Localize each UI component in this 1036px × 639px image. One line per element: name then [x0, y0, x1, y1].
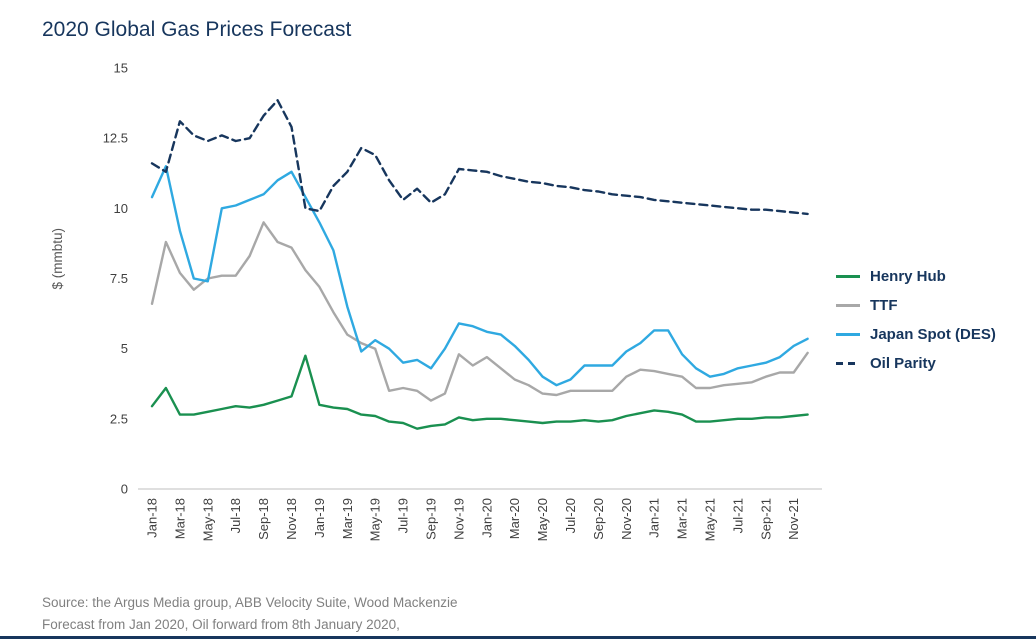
source-note: Source: the Argus Media group, ABB Veloc… — [42, 592, 457, 636]
x-tick-label: Sep-20 — [591, 498, 606, 540]
series-line-ttf — [150, 221, 809, 402]
x-tick-label: May-19 — [368, 498, 383, 541]
x-tick-label: Jan-20 — [479, 498, 494, 538]
y-tick-label: 15 — [114, 61, 128, 76]
y-tick-label: 2.5 — [110, 411, 128, 426]
x-tick-label: Nov-20 — [619, 498, 634, 540]
x-tick-label: Sep-21 — [758, 498, 773, 540]
series-line-japan-spot-des — [150, 164, 809, 387]
axis-layer: 0 2.5 5 7.5 10 12.5 15 Jan-18 Mar-18 May-18 Jul-18… — [103, 61, 822, 541]
x-tick-label: May-18 — [200, 498, 215, 541]
x-tick-label: Jul-18 — [228, 498, 243, 533]
legend-item-ttf: TTF — [836, 295, 1036, 315]
x-tick-label: Mar-19 — [340, 498, 355, 539]
x-tick-label: May-21 — [703, 498, 718, 541]
source-line-2: Forecast from Jan 2020, Oil forward from… — [42, 617, 400, 632]
x-tick-label: Jan-18 — [145, 498, 160, 538]
x-tick-label: Jan-19 — [312, 498, 327, 538]
legend-item-oil-parity: Oil Parity — [836, 353, 1036, 373]
legend-label-henry-hub: Henry Hub — [870, 267, 946, 285]
x-tick-label: Jul-20 — [563, 498, 578, 533]
series-line-henry-hub — [150, 354, 809, 430]
chart-legend: Henry Hub TTF Japan Spot (DES) Oil Parit… — [836, 266, 1036, 382]
legend-label-japan-spot: Japan Spot (DES) — [870, 325, 996, 343]
y-tick-label: 0 — [121, 482, 128, 497]
x-tick-label: Nov-19 — [451, 498, 466, 540]
series-layer — [150, 99, 809, 430]
series-line-oil-parity — [150, 99, 809, 216]
x-tick-label: Nov-21 — [786, 498, 801, 540]
ttf-line-swatch — [836, 303, 860, 307]
x-tick-label: Jan-21 — [647, 498, 662, 538]
japan-spot-line-swatch — [836, 332, 860, 336]
x-tick-label: Sep-19 — [424, 498, 439, 540]
x-tick-label: May-20 — [535, 498, 550, 541]
chart-title: 2020 Global Gas Prices Forecast — [42, 18, 352, 41]
y-tick-label: 12.5 — [103, 131, 128, 146]
henry-hub-line-swatch — [836, 274, 860, 278]
y-tick-label: 10 — [114, 201, 128, 216]
x-tick-label: Mar-21 — [675, 498, 690, 539]
legend-label-ttf: TTF — [870, 296, 898, 314]
x-tick-label: Jul-21 — [730, 498, 745, 533]
bottom-border — [0, 636, 1036, 639]
x-tick-label: Nov-18 — [284, 498, 299, 540]
source-line-1: Source: the Argus Media group, ABB Veloc… — [42, 595, 458, 610]
oil-parity-line-swatch — [836, 361, 860, 365]
legend-label-oil-parity: Oil Parity — [870, 354, 936, 372]
line-chart: 0 2.5 5 7.5 10 12.5 15 Jan-18 Mar-18 May-18 Jul-18… — [103, 61, 822, 541]
y-tick-label: 5 — [121, 341, 128, 356]
x-tick-label: Jul-19 — [396, 498, 411, 533]
x-tick-label: Mar-18 — [172, 498, 187, 539]
x-tick-label: Sep-18 — [256, 498, 271, 540]
legend-item-japan-spot: Japan Spot (DES) — [836, 324, 1036, 344]
x-tick-label: Mar-20 — [507, 498, 522, 539]
legend-item-henry-hub: Henry Hub — [836, 266, 1036, 286]
y-tick-label: 7.5 — [110, 271, 128, 286]
